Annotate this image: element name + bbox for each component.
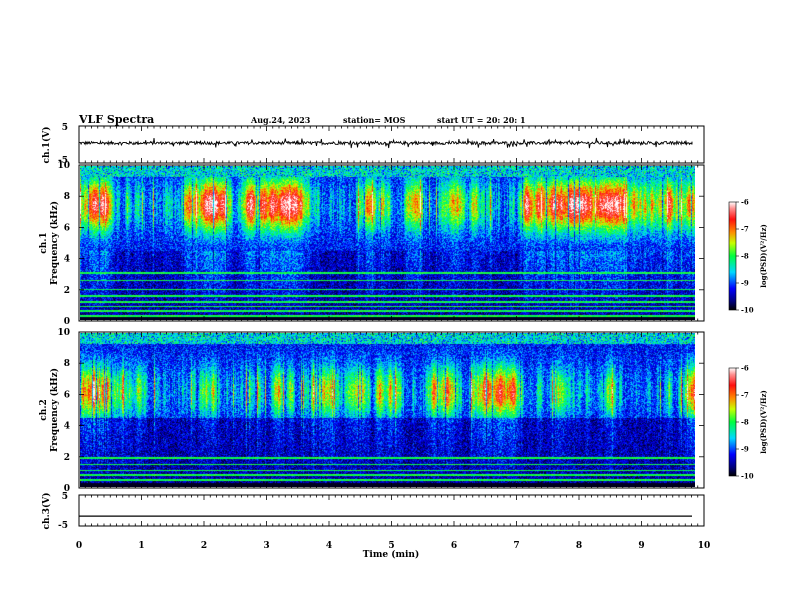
x-tick-label: 7 bbox=[513, 541, 519, 551]
ch2-ylabel-channel: ch.2 bbox=[39, 399, 49, 420]
x-tick-label: 3 bbox=[263, 541, 269, 551]
x-tick-label: 1 bbox=[138, 541, 144, 551]
colorbar-tick-label: -8 bbox=[741, 418, 749, 427]
x-tick-label: 4 bbox=[326, 541, 332, 551]
ch2-colorbar: -6 -7 -8 -9 -10 log(PSD)(V²/Hz) bbox=[728, 364, 768, 481]
y-tick-label: 6 bbox=[64, 390, 70, 400]
x-tick-label: 8 bbox=[576, 541, 582, 551]
y-tick-label: 4 bbox=[64, 255, 70, 265]
y-tick-label: 8 bbox=[64, 359, 70, 369]
time-axis-label: Time (min) bbox=[363, 549, 420, 560]
x-tick-label: 2 bbox=[201, 541, 207, 551]
y-tick-label: 4 bbox=[64, 422, 70, 432]
ch2-spectrogram-image bbox=[80, 333, 695, 487]
ch3-waveform-panel: 5 -5 ch.3(V) bbox=[41, 492, 705, 531]
colorbar-tick-label: -9 bbox=[741, 445, 749, 454]
colorbar-tick-label: -10 bbox=[741, 306, 754, 315]
y-tick-label: 2 bbox=[64, 286, 70, 296]
ch1-ytick-bottom: -5 bbox=[58, 156, 68, 166]
figure-station: station= MOS bbox=[343, 115, 406, 125]
x-tick-label: 0 bbox=[76, 541, 82, 551]
figure-date: Aug.24, 2023 bbox=[250, 115, 311, 125]
ch1-ylabel-channel: ch.1 bbox=[39, 232, 49, 253]
colorbar-tick-label: -9 bbox=[741, 279, 749, 288]
ch1-colorbar: -6 -7 -8 -9 -10 log(PSD)(V²/Hz) bbox=[728, 198, 768, 315]
time-axis: 0 1 2 3 4 5 6 7 8 9 10 bbox=[76, 126, 710, 551]
ch1-spectrogram-image bbox=[80, 166, 695, 320]
ch1-colorbar-label: log(PSD)(V²/Hz) bbox=[759, 224, 768, 288]
y-tick-label: 0 bbox=[64, 484, 70, 494]
ch1-spectrogram-panel: 0 2 4 6 8 10 ch.1 Frequency (kHz) bbox=[39, 161, 705, 327]
figure-start-time: start UT = 20: 20: 1 bbox=[437, 115, 526, 125]
y-tick-label: 10 bbox=[57, 161, 70, 171]
x-tick-label: 9 bbox=[638, 541, 644, 551]
colorbar-tick-label: -10 bbox=[741, 472, 754, 481]
x-tick-label: 5 bbox=[388, 541, 394, 551]
colorbar-tick-label: -6 bbox=[741, 198, 749, 207]
y-tick-label: 8 bbox=[64, 192, 70, 202]
y-tick-label: 2 bbox=[64, 453, 70, 463]
ch2-spectrogram-panel: 0 2 4 6 8 10 ch.2 Frequency (kHz) bbox=[39, 328, 705, 494]
y-tick-label: 10 bbox=[57, 328, 70, 338]
ch1-waveform-ylabel: ch.1(V) bbox=[41, 127, 52, 164]
colorbar-tick-label: -8 bbox=[741, 252, 749, 261]
ch1-ytick-top: 5 bbox=[62, 123, 68, 133]
y-tick-label: 6 bbox=[64, 223, 70, 233]
ch1-ylabel-frequency: Frequency (kHz) bbox=[49, 201, 60, 285]
colorbar-tick-label: -7 bbox=[741, 391, 749, 400]
colorbar-tick-label: -6 bbox=[741, 364, 749, 373]
ch3-ytick-bottom: -5 bbox=[58, 521, 68, 531]
x-tick-label: 6 bbox=[451, 541, 457, 551]
ch1-waveform-line bbox=[79, 137, 693, 149]
ch3-waveform-ylabel: ch.3(V) bbox=[41, 493, 52, 530]
figure-title: VLF Spectra bbox=[78, 113, 154, 126]
ch2-ylabel-frequency: Frequency (kHz) bbox=[49, 368, 60, 452]
y-tick-label: 0 bbox=[64, 317, 70, 327]
ch3-ytick-top: 5 bbox=[62, 492, 68, 502]
ch2-colorbar-label: log(PSD)(V²/Hz) bbox=[759, 390, 768, 454]
ch1-waveform-panel: 5 -5 ch.1(V) bbox=[41, 123, 705, 166]
x-tick-label: 10 bbox=[698, 541, 711, 551]
colorbar-tick-label: -7 bbox=[741, 225, 749, 234]
